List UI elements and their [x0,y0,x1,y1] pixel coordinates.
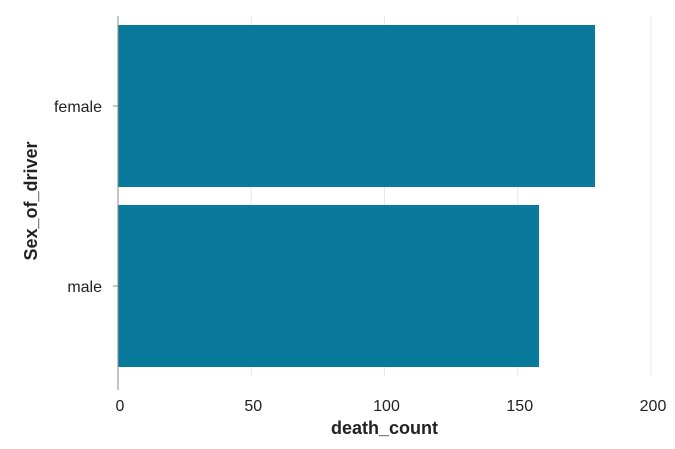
y-axis-title: Sex_of_driver [21,141,41,260]
x-tick-label-0: 0 [116,398,125,415]
bar-male [118,205,540,367]
y-tick-label-male: male [67,279,102,296]
y-tick-label-female: female [54,99,102,116]
x-tick-label-150: 150 [506,398,533,415]
bar-female [118,25,596,187]
bars [118,25,596,367]
x-tick-label-100: 100 [373,398,400,415]
x-tick-label-50: 50 [244,398,262,415]
y-tick-labels: female male [54,99,118,296]
x-tick-labels: 0 50 100 150 200 [116,398,667,415]
x-axis-title: death_count [331,418,438,438]
x-tick-label-200: 200 [640,398,667,415]
